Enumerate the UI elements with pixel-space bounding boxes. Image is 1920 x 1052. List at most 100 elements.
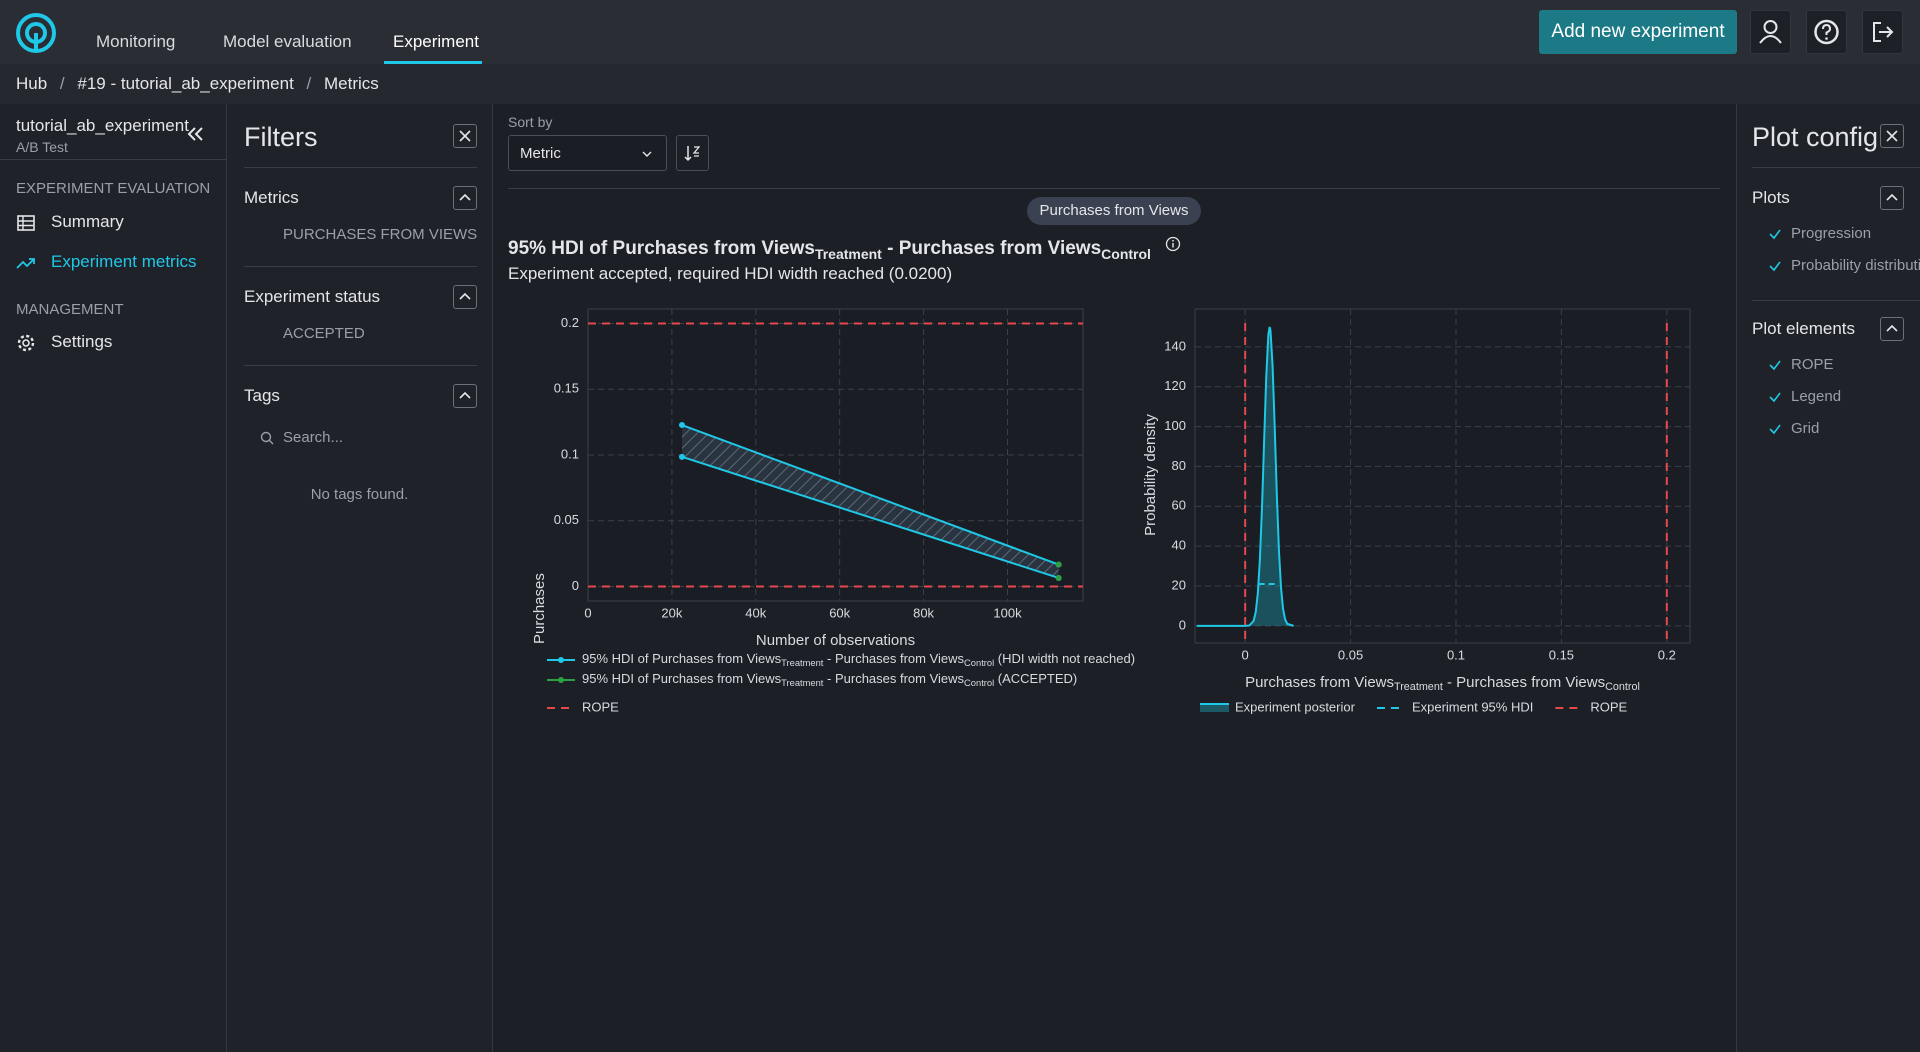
nav-item[interactable]: Experiment metrics xyxy=(51,252,197,271)
sort-direction-button[interactable] xyxy=(676,135,709,171)
divider xyxy=(508,188,1720,189)
x-tick-label: 80k xyxy=(913,605,934,620)
legend-label: 95% HDI of Purchases from ViewsTreatment… xyxy=(582,651,1135,668)
close-button[interactable] xyxy=(453,124,477,148)
group-title: Tags xyxy=(244,386,280,405)
check-icon[interactable] xyxy=(1768,259,1782,273)
close-button[interactable] xyxy=(1880,124,1904,148)
option[interactable]: Probability distribution xyxy=(1791,257,1920,274)
text-part: Treatment xyxy=(1394,681,1443,693)
tag-search[interactable]: Search... xyxy=(283,429,344,446)
x-tick-label: 0 xyxy=(1242,647,1249,662)
y-tick-label: 140 xyxy=(1164,338,1186,353)
sort-select[interactable]: Metric xyxy=(508,135,667,171)
text-part: - Purchases from Views xyxy=(823,651,964,666)
text-part: (ACCEPTED) xyxy=(994,671,1077,686)
hdi-lower-line xyxy=(681,455,1059,579)
experiment-name: tutorial_ab_experiment xyxy=(16,116,189,135)
option[interactable]: Progression xyxy=(1791,225,1872,242)
info-icon[interactable] xyxy=(1164,236,1182,254)
crumb-separator: / xyxy=(306,74,312,93)
filter-item[interactable]: ACCEPTED xyxy=(283,325,365,342)
collapse-button[interactable] xyxy=(453,285,477,309)
crumb[interactable]: Metrics xyxy=(324,74,379,93)
nav-tab[interactable]: Model evaluation xyxy=(223,32,352,51)
y-tick-label: 20 xyxy=(1172,577,1186,592)
divider xyxy=(1752,167,1920,168)
y-tick-label: 120 xyxy=(1164,378,1186,393)
title-part: Treatment xyxy=(814,245,882,262)
filters-panel: Filters Metrics PURCHASES FROM VIEWS Exp… xyxy=(227,104,493,1052)
divider xyxy=(244,167,477,168)
crumb[interactable]: Hub xyxy=(16,74,48,93)
add-experiment-button[interactable]: Add new experiment xyxy=(1539,10,1737,54)
text-part: - Purchases from Views xyxy=(1443,674,1605,691)
x-tick-label: 100k xyxy=(993,605,1022,620)
nav-tab[interactable]: Monitoring xyxy=(96,32,176,51)
y-axis-label: Probability density xyxy=(1142,414,1159,536)
text-part: Treatment xyxy=(538,446,550,495)
nav-tab[interactable]: Experiment xyxy=(393,32,479,51)
check-icon[interactable] xyxy=(1768,227,1782,241)
text-part: 95% HDI of Purchases from Views xyxy=(582,651,782,666)
option[interactable]: ROPE xyxy=(1791,356,1834,373)
x-tick-label: 20k xyxy=(661,605,682,620)
filter-item[interactable]: PURCHASES FROM VIEWS xyxy=(283,226,478,243)
posterior-line xyxy=(1196,326,1294,627)
x-tick-label: 0.2 xyxy=(1658,647,1676,662)
text-part: Purchases from Views xyxy=(1245,674,1394,691)
collapse-button[interactable] xyxy=(453,384,477,408)
nav-item[interactable]: Summary xyxy=(51,212,124,231)
y-tick-label: 0.15 xyxy=(554,381,579,396)
metric-chip[interactable]: Purchases from Views xyxy=(1027,197,1201,225)
hdi-lower-point xyxy=(678,453,685,460)
metric-title: 95% HDI of Purchases from ViewsTreatment… xyxy=(508,236,1182,262)
collapse-button[interactable] xyxy=(1880,317,1904,341)
text-part: 95% HDI of Purchases from Views xyxy=(582,671,782,686)
text-part: Control xyxy=(964,658,994,668)
collapse-button[interactable] xyxy=(186,124,206,144)
y-tick-label: 40 xyxy=(1172,538,1186,553)
section-title: MANAGEMENT xyxy=(16,301,124,318)
collapse-button[interactable] xyxy=(1880,186,1904,210)
divider xyxy=(244,365,477,366)
y-tick-label: 100 xyxy=(1164,418,1186,433)
logout-button[interactable] xyxy=(1862,10,1903,54)
y-tick-label: 0.2 xyxy=(561,315,579,330)
sort-label: Sort by xyxy=(508,114,553,130)
y-tick-label: 60 xyxy=(1172,498,1186,513)
check-icon[interactable] xyxy=(1768,358,1782,372)
y-tick-label: 0 xyxy=(572,578,579,593)
y-tick-label: 80 xyxy=(1172,458,1186,473)
collapse-button[interactable] xyxy=(453,186,477,210)
x-tick-label: 40k xyxy=(745,605,766,620)
help-button[interactable] xyxy=(1806,10,1847,54)
group-title: Plot elements xyxy=(1752,319,1855,338)
user-button[interactable] xyxy=(1750,10,1791,54)
sort-value: Metric xyxy=(520,145,561,162)
hdi-upper-line xyxy=(681,424,1060,566)
x-tick-label: 0 xyxy=(584,605,591,620)
option[interactable]: Grid xyxy=(1791,420,1820,437)
hdi-upper-point xyxy=(1055,561,1062,568)
text-part: Control xyxy=(964,678,994,688)
legend-swatch xyxy=(1200,704,1229,712)
logo[interactable] xyxy=(14,11,58,55)
breadcrumb: Hub / #19 - tutorial_ab_experiment / Met… xyxy=(0,64,1920,104)
crumb[interactable]: #19 - tutorial_ab_experiment xyxy=(77,74,294,93)
legend-label: Experiment posterior xyxy=(1235,699,1356,714)
text-part: Treatment xyxy=(781,678,824,688)
check-icon[interactable] xyxy=(1768,422,1782,436)
x-tick-label: 0.05 xyxy=(1338,647,1363,662)
plots: 0 20k 40k 60k 80k 100k 0 0.05 0.1 0.15 0.2 95% HDI … xyxy=(531,308,1691,714)
divider xyxy=(0,159,226,160)
option[interactable]: Legend xyxy=(1791,388,1842,405)
text-part: Control xyxy=(1605,681,1640,693)
sidebar: tutorial_ab_experiment A/B Test EXPERIME… xyxy=(0,104,227,1052)
x-tick-label: 60k xyxy=(829,605,850,620)
title-part: Control xyxy=(1101,245,1151,262)
nav-item[interactable]: Settings xyxy=(51,332,113,351)
check-icon[interactable] xyxy=(1768,390,1782,404)
text-part: - Purchases from Views xyxy=(823,671,964,686)
